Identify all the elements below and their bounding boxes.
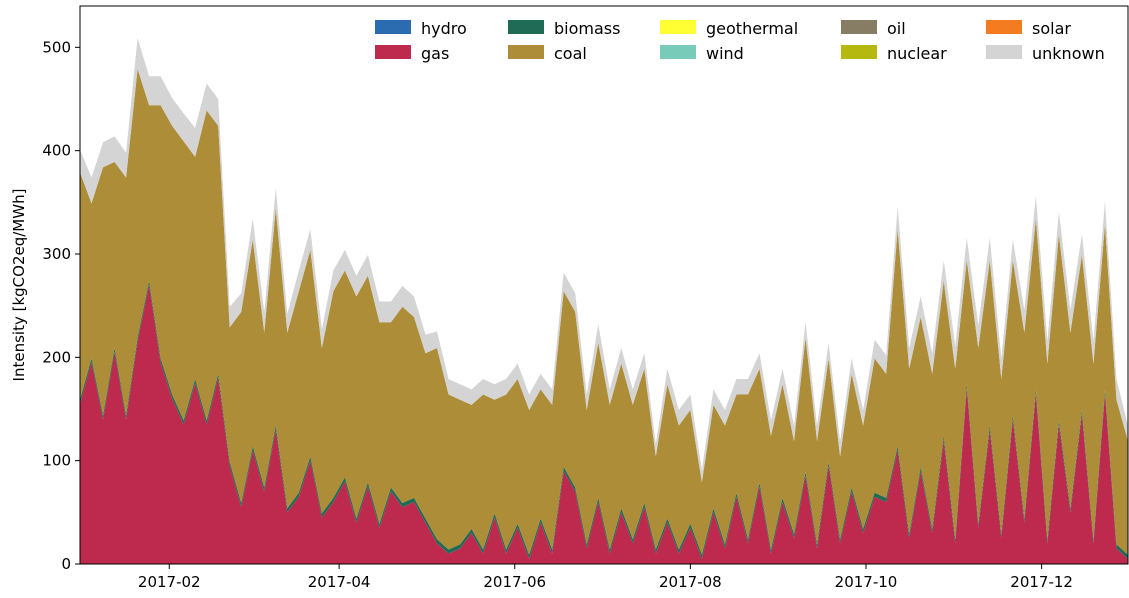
legend-label-nuclear: nuclear [887, 44, 947, 63]
legend-swatch-oil [841, 20, 877, 34]
area-coal [80, 69, 1128, 555]
legend-swatch-solar [986, 20, 1022, 34]
area-layers [80, 38, 1128, 564]
legend-swatch-coal [508, 45, 544, 59]
legend: hydro gas biomass coal geothermal wind oil nucl… [375, 19, 1105, 63]
legend-swatch-unknown [986, 45, 1022, 59]
y-tick-label: 0 [61, 555, 71, 573]
legend-label-hydro: hydro [421, 19, 467, 38]
x-axis-ticks: 2017-02 2017-04 2017-06 2017-08 2017-10 2017-… [138, 564, 1073, 591]
legend-swatch-biomass [508, 20, 544, 34]
y-tick-label: 500 [42, 38, 71, 56]
x-tick-label: 2017-12 [1010, 573, 1073, 591]
x-tick-label: 2017-02 [138, 573, 201, 591]
legend-label-oil: oil [887, 19, 906, 38]
legend-label-geothermal: geothermal [706, 19, 798, 38]
y-tick-label: 400 [42, 142, 71, 160]
x-tick-label: 2017-04 [308, 573, 371, 591]
y-tick-label: 100 [42, 452, 71, 470]
legend-label-gas: gas [421, 44, 449, 63]
legend-swatch-hydro [375, 20, 411, 34]
x-tick-label: 2017-06 [483, 573, 546, 591]
legend-swatch-wind [660, 45, 696, 59]
legend-label-coal: coal [554, 44, 587, 63]
legend-label-wind: wind [706, 44, 744, 63]
y-axis-label: Intensity [kgCO2eq/MWh] [10, 189, 28, 382]
x-tick-label: 2017-08 [659, 573, 722, 591]
x-tick-label: 2017-10 [835, 573, 898, 591]
legend-label-solar: solar [1032, 19, 1071, 38]
y-tick-label: 200 [42, 348, 71, 366]
legend-label-unknown: unknown [1032, 44, 1105, 63]
legend-swatch-gas [375, 45, 411, 59]
legend-swatch-nuclear [841, 45, 877, 59]
y-axis-ticks: 0 100 200 300 400 500 [42, 38, 80, 573]
y-tick-label: 300 [42, 245, 71, 263]
plot-frame [79, 5, 1129, 565]
area-gas [80, 285, 1128, 564]
legend-swatch-geothermal [660, 20, 696, 34]
legend-label-biomass: biomass [554, 19, 620, 38]
